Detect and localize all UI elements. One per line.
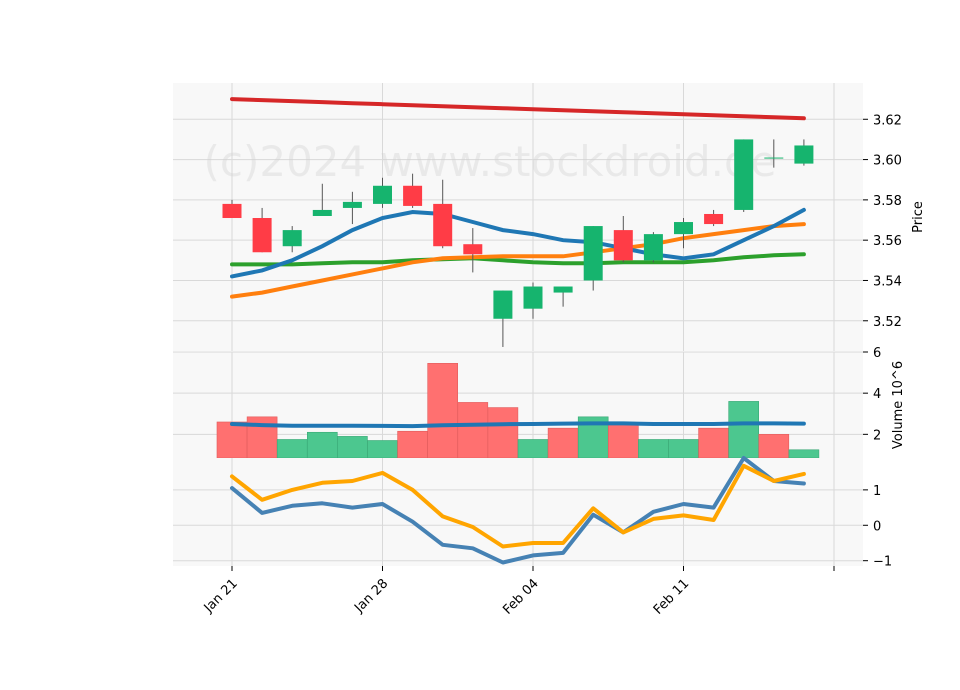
price-tick-label: 3.58 — [873, 194, 902, 209]
volume-tick-label: 6 — [873, 346, 881, 361]
moving-averages — [230, 97, 806, 299]
oscillator-line-b — [230, 463, 806, 549]
candle-up — [312, 209, 332, 216]
volume-bar — [216, 421, 248, 459]
x-axis-ticks: Jan 21 Jan 28 Feb 04 Feb 11 — [201, 566, 835, 618]
price-panel: (c)2024 www.stockdroid.de 3.523.543.563.… — [173, 83, 926, 351]
volume-bar — [547, 427, 579, 459]
volume-axis-label: Volume 10^6 — [891, 361, 906, 449]
candle-up — [493, 290, 513, 319]
volume-bar — [517, 439, 549, 459]
oscillator-line-a — [230, 456, 806, 565]
volume-bar — [638, 439, 669, 459]
x-tick-label: Feb 11 — [651, 576, 693, 618]
candle-down — [704, 213, 724, 225]
candle-up — [734, 139, 754, 210]
price-tick-label: 3.62 — [873, 113, 902, 128]
oscillator-tick-label: −1 — [873, 555, 892, 570]
volume-bars — [216, 363, 820, 459]
price-tick-label: 3.60 — [873, 154, 902, 169]
candle-up — [373, 185, 392, 204]
x-tick-label: Feb 04 — [500, 576, 542, 618]
candle-down — [252, 218, 272, 253]
oscillator-tick-label: 0 — [873, 519, 881, 534]
candle-down — [403, 185, 423, 206]
candle-up — [282, 230, 302, 247]
volume-bar — [397, 430, 428, 459]
volume-bar — [728, 401, 760, 459]
oscillator-lines — [230, 456, 806, 565]
volume-average-line — [230, 421, 806, 429]
volume-tick-label: 2 — [873, 428, 881, 443]
oscillator-axis-ticks: −1 0 1 — [863, 484, 892, 570]
candle-down — [222, 203, 242, 219]
price-tick-label: 3.54 — [873, 274, 902, 289]
ma-long-line — [230, 97, 806, 121]
volume-bar — [668, 439, 699, 459]
volume-bar — [276, 439, 308, 459]
ma-mid-line — [230, 252, 806, 267]
price-tick-label: 3.52 — [873, 315, 902, 330]
volume-panel: 2 4 6 Volume 10^6 — [173, 346, 906, 459]
price-panel-bg — [173, 83, 863, 351]
oscillator-panel-bg — [173, 458, 863, 566]
volume-bar — [367, 440, 398, 459]
volume-tick-label: 4 — [873, 387, 881, 402]
volume-axis-ticks: 2 4 6 — [863, 346, 881, 443]
volume-bar — [427, 363, 459, 459]
candle-down — [433, 203, 453, 247]
volume-average — [230, 421, 806, 429]
price-axis-label: Price — [911, 201, 926, 233]
candle-up — [794, 145, 814, 164]
volume-bar — [457, 402, 489, 459]
x-tick-label: Jan 21 — [201, 576, 241, 616]
oscillator-panel: −1 0 1 — [173, 456, 892, 570]
volume-bar — [337, 436, 368, 459]
price-tick-label: 3.56 — [873, 234, 902, 249]
volume-bar — [758, 434, 790, 459]
volume-bar — [788, 449, 820, 459]
ma-fast-line — [230, 207, 806, 279]
oscillator-tick-label: 1 — [873, 484, 881, 499]
volume-bar — [607, 422, 639, 459]
candle-up — [342, 201, 362, 208]
candlesticks — [222, 139, 814, 347]
candle-up — [553, 286, 573, 293]
volume-bar — [698, 427, 729, 459]
x-tick-label: Jan 28 — [351, 576, 391, 616]
candle-up — [764, 157, 784, 159]
candle-up — [583, 226, 603, 281]
candle-up — [643, 234, 663, 261]
watermark: (c)2024 www.stockdroid.de — [204, 137, 777, 186]
candle-up — [523, 286, 543, 309]
candle-up — [674, 222, 693, 235]
candle-down — [463, 244, 483, 255]
volume-bar — [487, 407, 519, 459]
ma-short-line — [230, 222, 806, 299]
price-axis-ticks: 3.52 3.54 3.56 3.58 3.60 3.62 — [863, 113, 902, 330]
candle-down — [613, 230, 633, 261]
volume-bar — [306, 431, 338, 459]
